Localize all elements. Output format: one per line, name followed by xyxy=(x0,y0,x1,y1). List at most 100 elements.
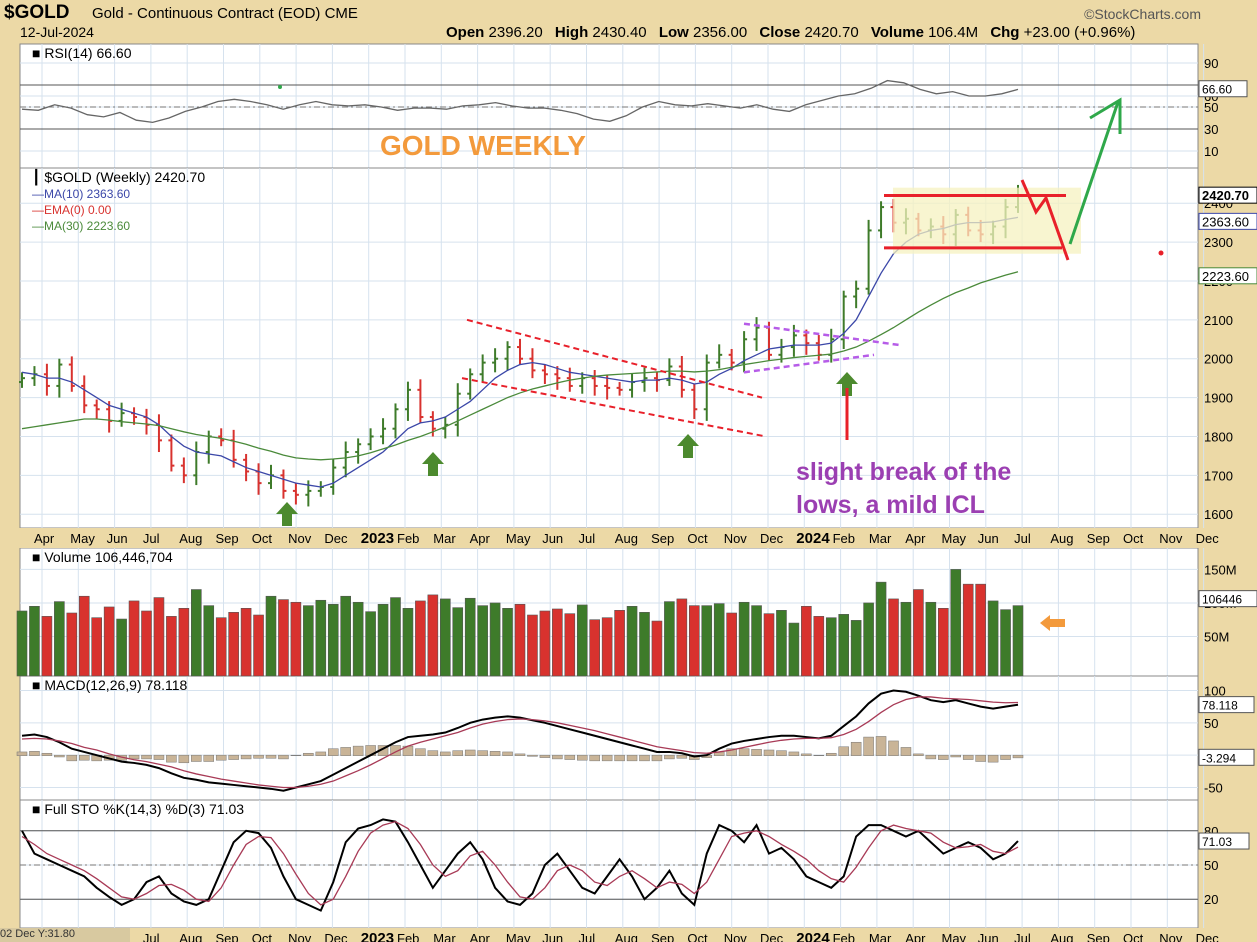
price-current-box xyxy=(1198,186,1257,204)
x-axis-tick: Aug xyxy=(179,931,202,942)
red-dot xyxy=(1158,250,1164,256)
panel-0-y-tick: 10 xyxy=(1204,144,1218,159)
panel-3-background xyxy=(19,675,1199,801)
macd-histogram-bar xyxy=(913,753,924,756)
crosshair-readout: 02 Dec Y:31.80 xyxy=(0,928,130,942)
x-axis-tick: Nov xyxy=(1159,931,1183,942)
x-axis-tick: May xyxy=(506,931,531,942)
volume-bar xyxy=(178,608,190,677)
sto-k-line xyxy=(21,818,1019,912)
x-axis-tick: Aug xyxy=(615,531,638,546)
channel-upper-line xyxy=(466,318,763,399)
macd-histogram-bar xyxy=(203,754,214,762)
macd-histogram-bar xyxy=(29,751,40,756)
close-value: 2420.70 xyxy=(804,24,859,41)
volume-value: 106.4M xyxy=(928,24,979,41)
macd-histogram-bar xyxy=(639,754,650,762)
macd-current-label: -3.294 xyxy=(1202,751,1236,765)
volume-bar xyxy=(1000,609,1011,677)
x-axis-tick: Nov xyxy=(288,931,312,942)
volume-label: Volume xyxy=(870,24,924,41)
macd-histogram-bar xyxy=(452,750,463,756)
x-axis-tick: Apr xyxy=(470,531,491,546)
volume-bar xyxy=(439,598,451,677)
volume-bar xyxy=(925,601,937,677)
macd-histogram-bar xyxy=(352,745,364,756)
macd-histogram-bar xyxy=(477,750,488,756)
close-label: Close xyxy=(759,24,801,41)
panel-1-y-tick: 2300 xyxy=(1204,235,1233,250)
macd-histogram-bar xyxy=(191,754,202,762)
volume-current-label: 106446 xyxy=(1202,593,1242,607)
volume-bar xyxy=(153,597,165,677)
high-value: 2430.40 xyxy=(592,24,647,41)
volume-bar xyxy=(116,618,127,677)
x-axis-tick: Nov xyxy=(724,531,748,546)
macd-histogram-bar xyxy=(601,754,613,762)
icl-annotation: slight break of the lows, a mild ICL xyxy=(796,456,1096,522)
volume-bar xyxy=(950,569,962,677)
macd-histogram-bar xyxy=(838,746,849,756)
macd-histogram-bar xyxy=(278,754,289,760)
x-axis-tick: Apr xyxy=(470,931,491,942)
open-label: Open xyxy=(446,24,485,41)
x-axis-tick: Jul xyxy=(579,531,596,546)
volume-bar xyxy=(701,605,713,677)
macd-histogram-bar xyxy=(66,754,78,762)
x-axis-strip-1 xyxy=(0,928,1257,942)
macd-histogram-bar xyxy=(240,754,252,760)
x-axis-tick: Jul xyxy=(579,931,596,942)
icl-annotation-line1: slight break of the xyxy=(796,458,1012,486)
macd-histogram-bar xyxy=(614,754,625,762)
panel-2-legend-0: ■ Volume 106,446,704 xyxy=(32,549,173,565)
macd-histogram-bar xyxy=(166,754,177,763)
panel-1-legend-3: —MA(30) 2223.60 xyxy=(32,219,130,233)
volume-bar xyxy=(626,605,638,677)
x-axis-tick: Sep xyxy=(651,531,674,546)
volume-bar xyxy=(66,612,78,677)
volume-bar xyxy=(452,607,464,677)
volume-bar xyxy=(78,595,90,677)
macd-histogram-bar xyxy=(664,754,675,760)
high-label: High xyxy=(554,24,589,41)
volume-bar xyxy=(415,600,426,677)
macd-histogram-bar xyxy=(850,741,862,756)
macd-histogram-bar xyxy=(738,748,750,756)
x-axis-tick: Dec xyxy=(760,931,784,942)
price-current-label: 2363.60 xyxy=(1202,214,1249,229)
volume-bar xyxy=(688,605,700,677)
volume-bar xyxy=(888,598,899,677)
stockcharts-logo[interactable]: ©StockCharts.com xyxy=(1084,6,1201,22)
panel-2-y-tick: 50M xyxy=(1204,629,1229,644)
icl-annotation-line2: lows, a mild ICL xyxy=(796,491,985,519)
volume-bar xyxy=(576,604,588,677)
x-axis-tick: Mar xyxy=(433,531,456,546)
macd-histogram-bar xyxy=(987,754,999,763)
chg-label: Chg xyxy=(990,24,1020,41)
volume-bar xyxy=(191,589,202,677)
macd-histogram-bar xyxy=(826,752,837,756)
volume-bar xyxy=(54,601,65,677)
macd-histogram-bar xyxy=(813,754,825,756)
volume-bar xyxy=(788,622,800,677)
macd-histogram-bar xyxy=(228,754,239,760)
volume-bar xyxy=(713,603,725,677)
volume-bar xyxy=(29,605,40,677)
volume-bar xyxy=(776,610,787,677)
x-axis-tick: Jun xyxy=(542,531,563,546)
macd-histogram-bar xyxy=(950,754,961,758)
x-axis-tick: Sep xyxy=(1087,531,1110,546)
panel-3-y-tick: 100 xyxy=(1204,683,1226,698)
panel-4-background xyxy=(19,799,1199,929)
macd-histogram-bar xyxy=(290,754,302,756)
volume-bar xyxy=(477,605,488,677)
macd-histogram-bar xyxy=(79,754,90,761)
macd-histogram-bar xyxy=(676,754,688,759)
volume-bar xyxy=(838,614,850,677)
price-current-label: 2223.60 xyxy=(1202,269,1249,284)
panel-1-y-tick: 1600 xyxy=(1204,507,1233,522)
volume-bar xyxy=(875,581,887,677)
macd-histogram-bar xyxy=(763,749,775,756)
macd-histogram-bar xyxy=(502,751,513,756)
macd-histogram-bar xyxy=(41,752,53,756)
